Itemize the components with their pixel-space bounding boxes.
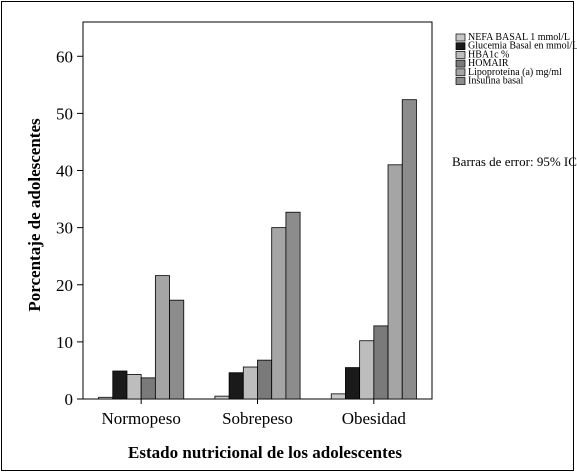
y-tick-label: 40 (56, 162, 73, 181)
x-tick-label: Sobrepeso (222, 409, 293, 428)
bar-normopeso-1 (112, 370, 128, 400)
bar-normopeso-0 (98, 396, 114, 400)
legend-label: HOMAIR (468, 58, 509, 69)
legend-label: Lipoproteína (a) mg/ml (468, 67, 562, 78)
bar-obesidad-0 (330, 393, 346, 400)
bar-obesidad-5 (401, 99, 417, 400)
legend-swatch (455, 68, 466, 77)
x-axis-title: Estado nutricional de los adolescentes (128, 443, 402, 462)
plot-area (82, 21, 433, 400)
bar-sobrepeso-4 (271, 227, 287, 400)
legend-label: NEFA BASAL 1 mmol/L (468, 32, 570, 43)
bar-sobrepeso-3 (257, 359, 273, 400)
legend-swatch (455, 33, 466, 42)
legend-swatch (455, 51, 466, 59)
legend-swatch (455, 59, 466, 68)
legend-label: Insulina basal (468, 76, 523, 87)
y-axis-title: Porcentaje de adolescentes (25, 118, 44, 312)
bar-obesidad-1 (345, 367, 361, 400)
bar-normopeso-3 (140, 377, 156, 400)
bar-sobrepeso-0 (214, 395, 230, 400)
y-tick-label: 60 (56, 47, 73, 66)
y-tick-label: 30 (56, 219, 73, 238)
bar-obesidad-3 (373, 325, 389, 400)
error-bar-note: Barras de error: 95% IC (452, 154, 577, 169)
bar-obesidad-2 (359, 340, 375, 400)
y-axis: 0 10 20 30 40 50 60 (56, 47, 83, 409)
y-tick-label: 0 (65, 390, 74, 409)
bar-normopeso-5 (169, 299, 185, 400)
x-axis: Normopeso Sobrepeso Obesidad (102, 399, 407, 428)
legend-swatch (455, 42, 466, 51)
legend-label: Glucemia Basal en mmol/L (468, 41, 577, 52)
bar-sobrepeso-1 (228, 372, 244, 400)
x-tick-label: Obesidad (342, 409, 407, 428)
bar-normopeso-4 (154, 275, 170, 400)
y-tick-label: 10 (56, 333, 73, 352)
x-tick-label: Normopeso (102, 409, 181, 428)
bar-sobrepeso-5 (285, 211, 301, 400)
legend-swatch (455, 77, 466, 85)
y-tick-label: 50 (56, 104, 73, 123)
legend-label: HBA1c % (468, 49, 509, 60)
bar-sobrepeso-2 (242, 366, 258, 400)
bar-normopeso-2 (126, 374, 142, 400)
y-tick-label: 20 (56, 276, 73, 295)
bar-obesidad-4 (387, 164, 403, 400)
